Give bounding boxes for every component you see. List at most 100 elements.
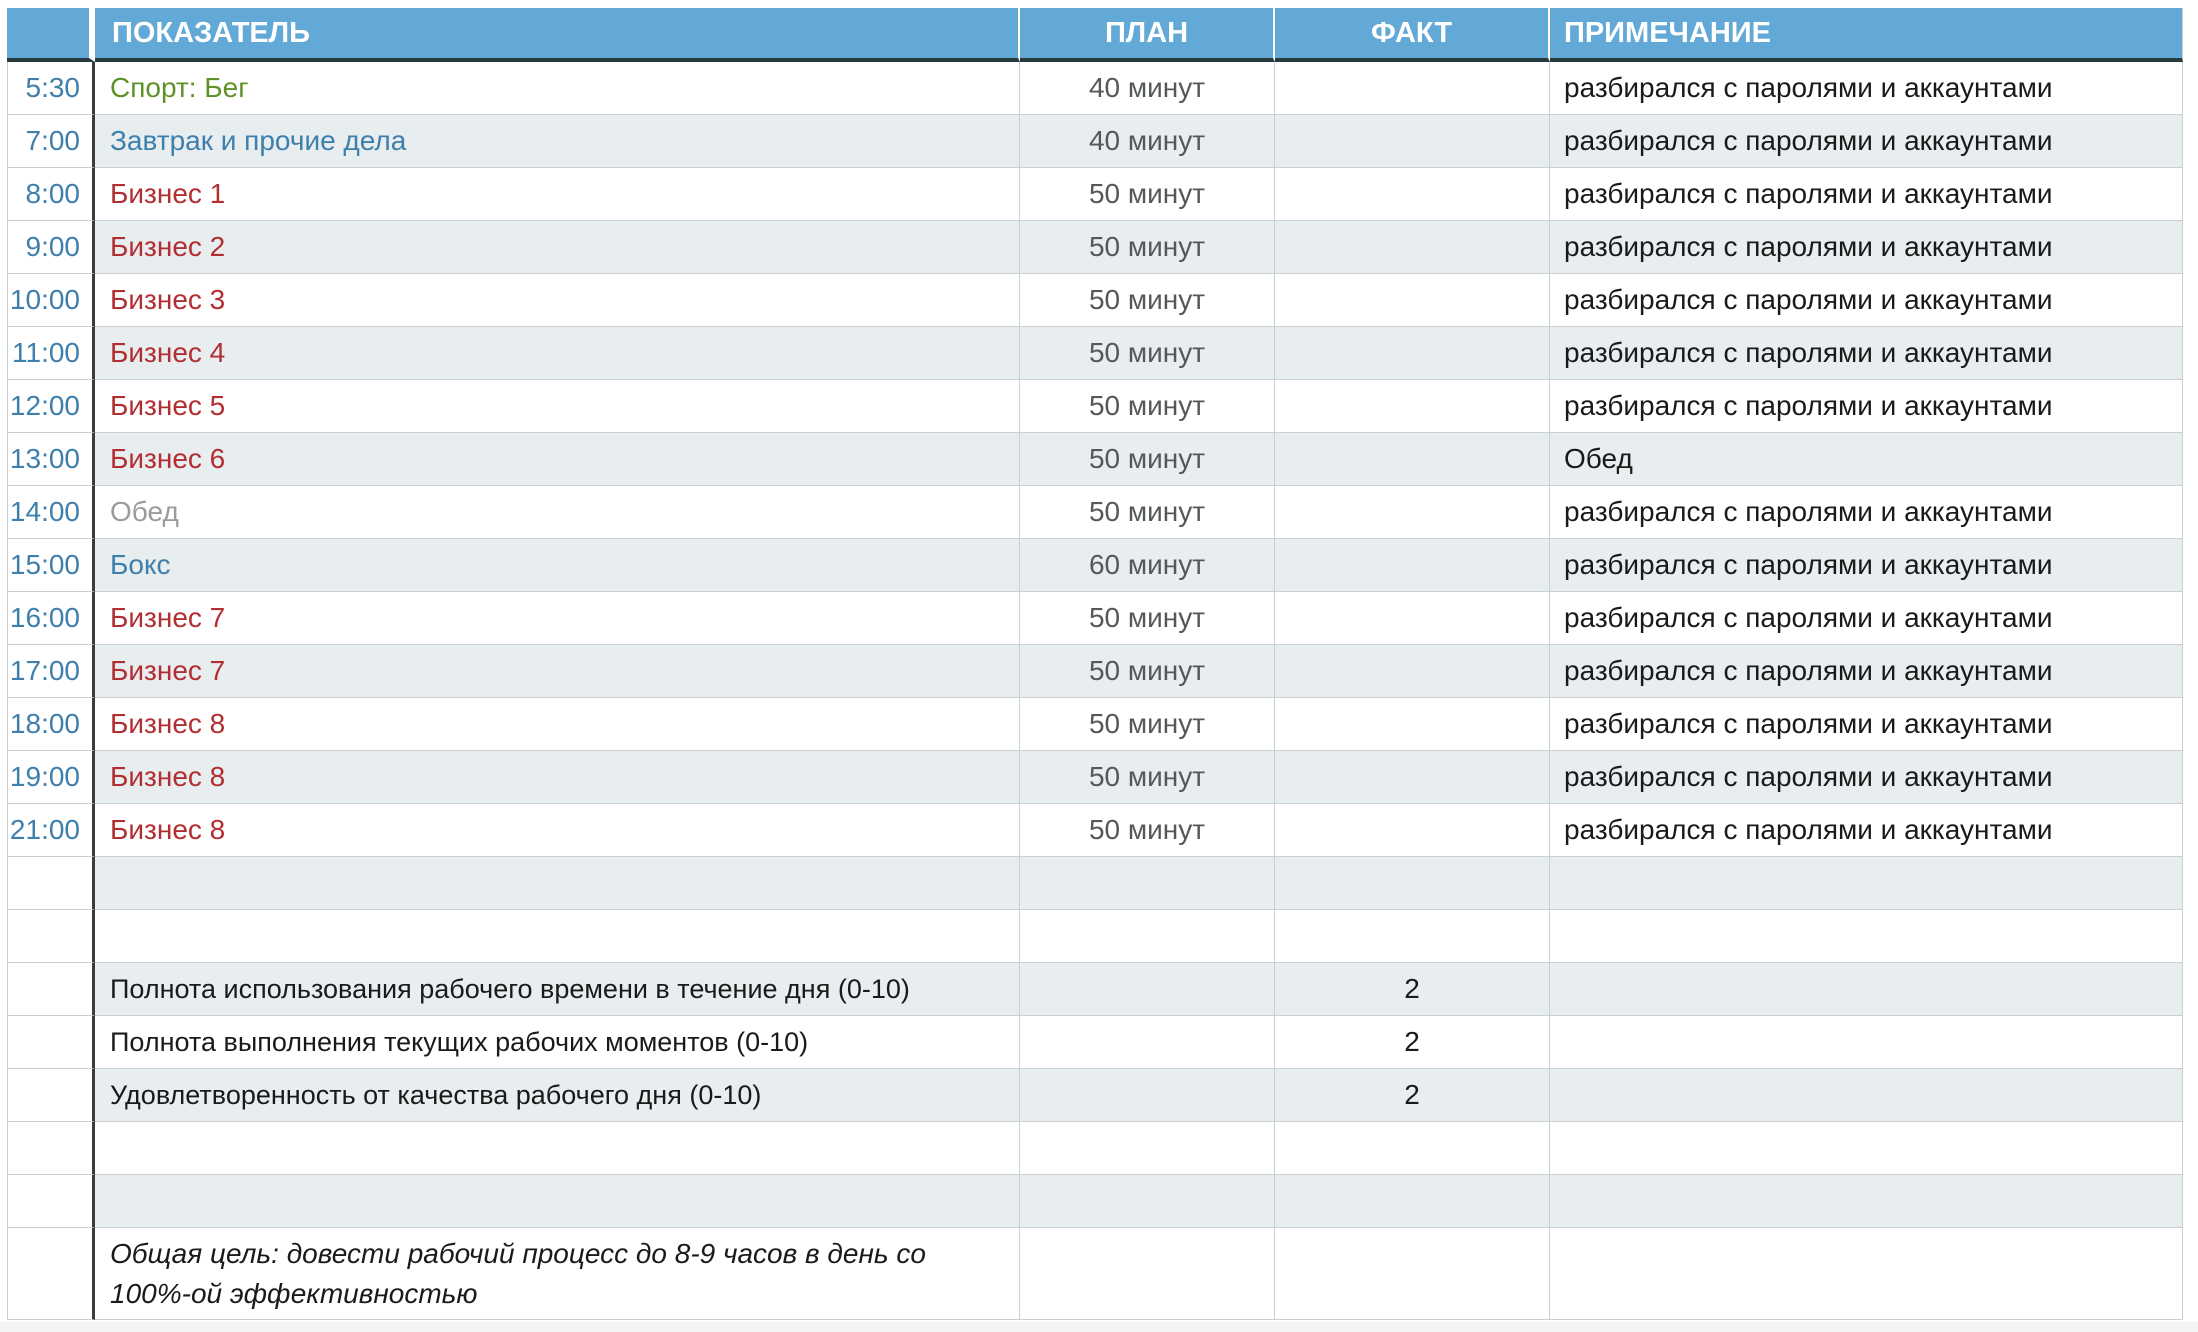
fact-cell[interactable] <box>1275 751 1550 804</box>
activity-cell[interactable] <box>95 857 1020 910</box>
fact-cell[interactable] <box>1275 1122 1550 1175</box>
note-cell[interactable] <box>1550 1175 2183 1228</box>
plan-cell[interactable]: 40 минут <box>1020 62 1275 115</box>
plan-cell[interactable]: 50 минут <box>1020 380 1275 433</box>
time-cell[interactable]: 8:00 <box>7 168 95 221</box>
activity-cell[interactable]: Обед <box>95 486 1020 539</box>
activity-cell[interactable]: Завтрак и прочие дела <box>95 115 1020 168</box>
plan-cell[interactable]: 50 минут <box>1020 751 1275 804</box>
fact-cell[interactable] <box>1275 168 1550 221</box>
time-cell[interactable] <box>7 857 95 910</box>
note-cell[interactable] <box>1550 1228 2183 1320</box>
time-cell[interactable]: 19:00 <box>7 751 95 804</box>
plan-cell[interactable] <box>1020 1069 1275 1122</box>
column-header-note[interactable]: ПРИМЕЧАНИЕ <box>1550 8 2183 62</box>
activity-cell[interactable]: Бизнес 7 <box>95 592 1020 645</box>
plan-cell[interactable] <box>1020 1016 1275 1069</box>
fact-cell[interactable] <box>1275 645 1550 698</box>
note-cell[interactable]: разбирался с паролями и аккаунтами <box>1550 804 2183 857</box>
note-cell[interactable]: разбирался с паролями и аккаунтами <box>1550 168 2183 221</box>
plan-cell[interactable] <box>1020 1175 1275 1228</box>
plan-cell[interactable]: 50 минут <box>1020 221 1275 274</box>
time-cell[interactable] <box>7 1175 95 1228</box>
time-cell[interactable]: 21:00 <box>7 804 95 857</box>
fact-cell[interactable] <box>1275 433 1550 486</box>
plan-cell[interactable]: 50 минут <box>1020 274 1275 327</box>
activity-cell[interactable]: Бизнес 6 <box>95 433 1020 486</box>
fact-cell[interactable] <box>1275 327 1550 380</box>
time-cell[interactable] <box>7 910 95 963</box>
note-cell[interactable]: разбирался с паролями и аккаунтами <box>1550 327 2183 380</box>
activity-cell[interactable]: Бокс <box>95 539 1020 592</box>
plan-cell[interactable]: 50 минут <box>1020 433 1275 486</box>
activity-cell[interactable]: Бизнес 8 <box>95 751 1020 804</box>
fact-cell[interactable] <box>1275 62 1550 115</box>
activity-cell[interactable] <box>95 910 1020 963</box>
activity-cell[interactable]: Спорт: Бег <box>95 62 1020 115</box>
plan-cell[interactable] <box>1020 857 1275 910</box>
fact-cell[interactable] <box>1275 698 1550 751</box>
fact-cell[interactable] <box>1275 592 1550 645</box>
note-cell[interactable]: разбирался с паролями и аккаунтами <box>1550 115 2183 168</box>
note-cell[interactable]: разбирался с паролями и аккаунтами <box>1550 592 2183 645</box>
note-cell[interactable]: разбирался с паролями и аккаунтами <box>1550 274 2183 327</box>
plan-cell[interactable]: 50 минут <box>1020 592 1275 645</box>
fact-cell[interactable] <box>1275 1175 1550 1228</box>
activity-cell[interactable]: Бизнес 3 <box>95 274 1020 327</box>
plan-cell[interactable]: 50 минут <box>1020 168 1275 221</box>
note-cell[interactable]: Обед <box>1550 433 2183 486</box>
column-header-indicator[interactable]: ПОКАЗАТЕЛЬ <box>95 8 1020 62</box>
plan-cell[interactable] <box>1020 963 1275 1016</box>
fact-cell[interactable] <box>1275 804 1550 857</box>
fact-cell[interactable] <box>1275 539 1550 592</box>
note-cell[interactable]: разбирался с паролями и аккаунтами <box>1550 698 2183 751</box>
plan-cell[interactable] <box>1020 1122 1275 1175</box>
activity-cell[interactable]: Бизнес 4 <box>95 327 1020 380</box>
note-cell[interactable] <box>1550 910 2183 963</box>
time-cell[interactable]: 13:00 <box>7 433 95 486</box>
fact-cell[interactable] <box>1275 486 1550 539</box>
note-cell[interactable] <box>1550 1122 2183 1175</box>
time-cell[interactable]: 12:00 <box>7 380 95 433</box>
time-cell[interactable]: 18:00 <box>7 698 95 751</box>
time-cell[interactable]: 7:00 <box>7 115 95 168</box>
fact-cell[interactable] <box>1275 910 1550 963</box>
note-cell[interactable]: разбирался с паролями и аккаунтами <box>1550 62 2183 115</box>
time-cell[interactable] <box>7 1069 95 1122</box>
note-cell[interactable]: разбирался с паролями и аккаунтами <box>1550 645 2183 698</box>
fact-cell[interactable]: 2 <box>1275 963 1550 1016</box>
time-cell[interactable]: 15:00 <box>7 539 95 592</box>
activity-cell[interactable]: Бизнес 2 <box>95 221 1020 274</box>
plan-cell[interactable]: 50 минут <box>1020 327 1275 380</box>
time-cell[interactable]: 17:00 <box>7 645 95 698</box>
note-cell[interactable]: разбирался с паролями и аккаунтами <box>1550 221 2183 274</box>
note-cell[interactable]: разбирался с паролями и аккаунтами <box>1550 751 2183 804</box>
column-header-plan[interactable]: ПЛАН <box>1020 8 1275 62</box>
activity-cell[interactable]: Бизнес 8 <box>95 804 1020 857</box>
activity-cell[interactable]: Бизнес 1 <box>95 168 1020 221</box>
activity-cell[interactable]: Бизнес 7 <box>95 645 1020 698</box>
time-cell[interactable] <box>7 1228 95 1320</box>
plan-cell[interactable]: 50 минут <box>1020 486 1275 539</box>
note-cell[interactable] <box>1550 1069 2183 1122</box>
plan-cell[interactable]: 50 минут <box>1020 804 1275 857</box>
fact-cell[interactable] <box>1275 1228 1550 1320</box>
activity-cell[interactable] <box>95 1122 1020 1175</box>
note-cell[interactable] <box>1550 963 2183 1016</box>
plan-cell[interactable] <box>1020 910 1275 963</box>
fact-cell[interactable]: 2 <box>1275 1069 1550 1122</box>
fact-cell[interactable] <box>1275 857 1550 910</box>
activity-cell[interactable]: Общая цель: довести рабочий процесс до 8… <box>95 1228 1020 1320</box>
time-cell[interactable]: 5:30 <box>7 62 95 115</box>
corner-header-cell[interactable] <box>7 8 95 62</box>
plan-cell[interactable]: 40 минут <box>1020 115 1275 168</box>
plan-cell[interactable]: 50 минут <box>1020 645 1275 698</box>
time-cell[interactable] <box>7 1016 95 1069</box>
activity-cell[interactable]: Удовлетворенность от качества рабочего д… <box>95 1069 1020 1122</box>
note-cell[interactable]: разбирался с паролями и аккаунтами <box>1550 380 2183 433</box>
activity-cell[interactable]: Бизнес 8 <box>95 698 1020 751</box>
activity-cell[interactable]: Полнота использования рабочего времени в… <box>95 963 1020 1016</box>
note-cell[interactable] <box>1550 857 2183 910</box>
fact-cell[interactable]: 2 <box>1275 1016 1550 1069</box>
plan-cell[interactable] <box>1020 1228 1275 1320</box>
